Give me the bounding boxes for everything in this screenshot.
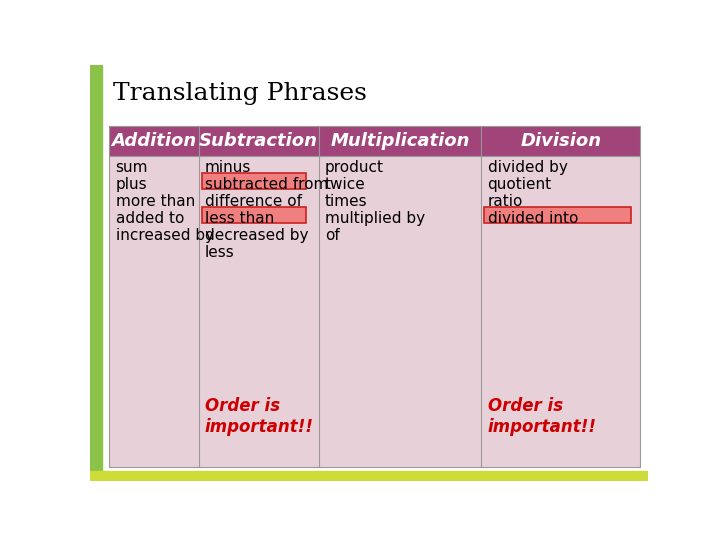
Text: Order is
important!!: Order is important!! — [204, 397, 314, 436]
Text: subtracted from: subtracted from — [204, 177, 328, 192]
Text: ratio: ratio — [487, 194, 523, 209]
Text: sum: sum — [116, 160, 148, 176]
Bar — [319, 126, 482, 156]
Bar — [109, 126, 640, 467]
Bar — [202, 207, 306, 222]
Bar — [202, 173, 306, 189]
Bar — [90, 65, 102, 481]
Text: added to: added to — [116, 211, 184, 226]
Text: Division: Division — [521, 132, 601, 150]
Text: product: product — [325, 160, 384, 176]
Bar — [90, 471, 648, 481]
Text: Addition: Addition — [112, 132, 197, 150]
Text: increased by: increased by — [116, 228, 214, 243]
Text: less than: less than — [204, 211, 274, 226]
Text: divided by: divided by — [487, 160, 567, 176]
Bar — [199, 126, 319, 156]
Bar — [482, 126, 640, 156]
Text: twice: twice — [325, 177, 366, 192]
Text: more than: more than — [116, 194, 195, 209]
Text: Translating Phrases: Translating Phrases — [113, 82, 367, 105]
Bar — [109, 126, 640, 467]
Text: Subtraction: Subtraction — [199, 132, 318, 150]
Text: quotient: quotient — [487, 177, 552, 192]
Text: Multiplication: Multiplication — [330, 132, 469, 150]
Bar — [109, 126, 199, 156]
Text: Order is
important!!: Order is important!! — [487, 397, 597, 436]
Text: minus: minus — [204, 160, 251, 176]
Text: times: times — [325, 194, 367, 209]
Text: of: of — [325, 228, 340, 243]
Bar — [485, 207, 631, 222]
Text: multiplied by: multiplied by — [325, 211, 425, 226]
Text: less: less — [204, 245, 235, 260]
Text: divided into: divided into — [487, 211, 578, 226]
Text: plus: plus — [116, 177, 147, 192]
Text: decreased by: decreased by — [204, 228, 308, 243]
Text: difference of: difference of — [204, 194, 302, 209]
